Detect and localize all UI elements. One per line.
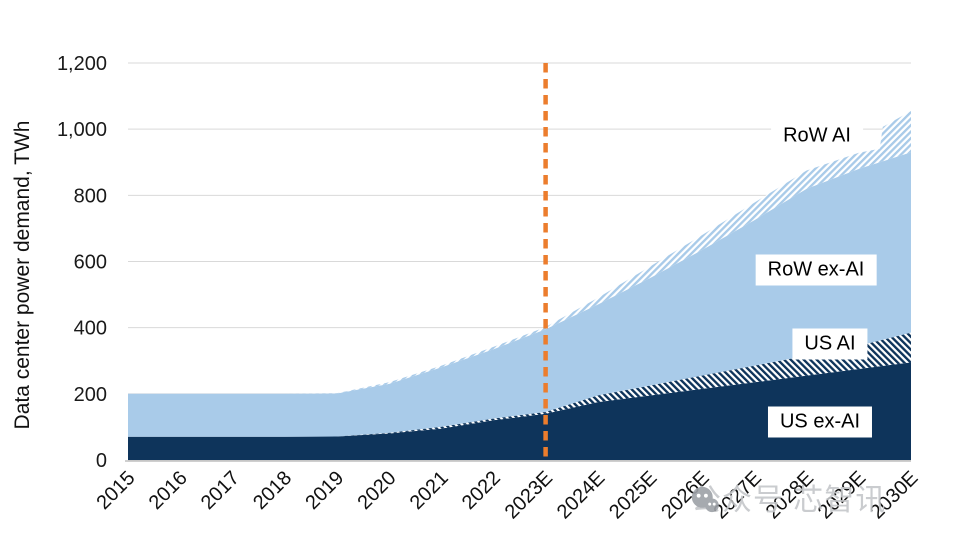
x-tick-label: 2019 [301,467,348,514]
x-tick-label: 2016 [145,467,192,514]
x-tick-label: 2015 [93,467,140,514]
area-row-ex-ai [128,152,911,437]
x-tick-label: 2017 [197,467,244,514]
area-us-ai [128,332,911,437]
y-tick-label: 600 [74,252,107,274]
x-tick-label: 2021 [406,467,453,514]
x-tick-label: 2024E [553,467,609,523]
x-tick-label: 2018 [249,467,296,514]
watermark: 公众号 芯智讯 [691,486,886,516]
area-row-ai [128,111,911,394]
y-tick-label: 200 [74,384,107,406]
y-tick-label: 400 [74,318,107,340]
series-label-row-ex-ai: RoW ex-AI [755,254,877,286]
watermark-text: 公众号 芯智讯 [691,484,887,517]
series-label-us-ex-ai: US ex-AI [767,406,873,438]
y-axis-title: Data center power demand, TWh [11,121,34,430]
y-tick-label: 1,200 [57,53,107,75]
x-tick-label: 2025E [605,467,661,523]
x-tick-label: 2020 [354,467,401,514]
wechat-icon [691,486,719,513]
area-us-ex-ai [128,362,911,460]
x-tick-label: 2023E [501,467,557,523]
series-label-us-ai: US AI [792,328,868,360]
series-label-row-ai: RoW AI [771,120,863,152]
y-tick-label: 1,000 [57,119,107,141]
x-tick-label: 2022 [458,467,505,514]
y-tick-label: 0 [96,450,107,472]
y-tick-label: 800 [74,185,107,207]
